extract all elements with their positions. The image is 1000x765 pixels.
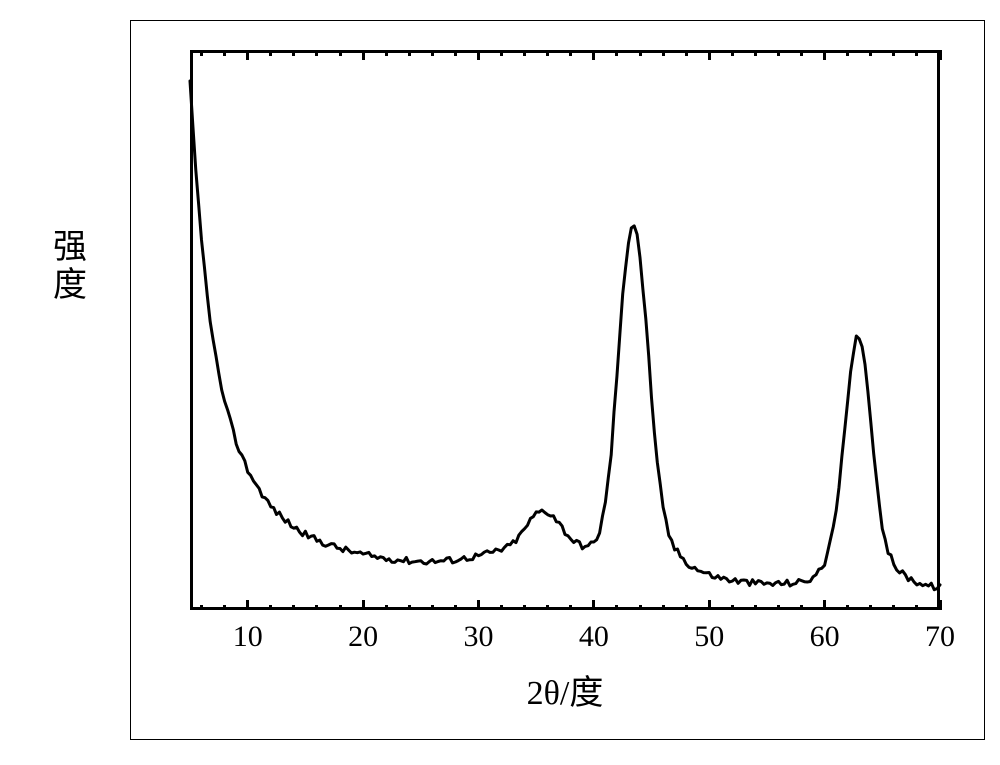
x-tick-label: 40 (554, 620, 634, 654)
x-tick-label: 50 (669, 620, 749, 654)
intensity-curve (190, 81, 940, 590)
figure-container: 10 20 30 40 50 60 70 2θ/度 强度 (0, 0, 1000, 765)
y-axis-label-char1: 强 (20, 229, 120, 266)
x-tick-label: 70 (900, 620, 980, 654)
y-axis-label: 强度 (20, 229, 120, 304)
x-tick-label: 20 (323, 620, 403, 654)
x-tick-label: 30 (438, 620, 518, 654)
y-axis-label-char2: 度 (20, 267, 120, 304)
x-tick-label: 60 (785, 620, 865, 654)
x-axis-label: 2θ/度 (190, 665, 940, 714)
xrd-line-plot (190, 50, 940, 610)
x-tick-label: 10 (208, 620, 288, 654)
